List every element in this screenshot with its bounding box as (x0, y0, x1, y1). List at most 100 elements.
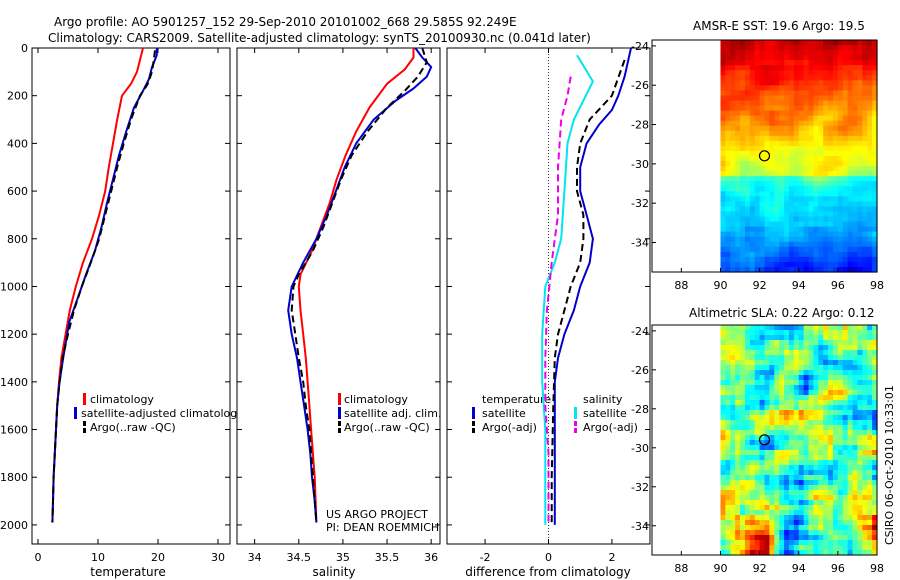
heatmap-cell (788, 405, 795, 411)
heatmap-cell (818, 465, 824, 471)
heatmap-cell (788, 90, 795, 97)
heatmap-cell (828, 261, 834, 268)
heatmap-cell (823, 221, 829, 228)
heatmap-cell (823, 251, 829, 258)
heatmap-cell (857, 55, 863, 61)
heatmap-cell (725, 105, 731, 112)
heatmap-cell (744, 500, 751, 506)
heatmap-cell (793, 115, 800, 122)
heatmap-cell (823, 261, 829, 268)
heatmap-cell (842, 256, 849, 263)
heatmap-cell (735, 211, 741, 218)
heatmap-cell (842, 420, 849, 426)
heatmap-cell (828, 440, 834, 446)
heatmap-cell (720, 80, 726, 86)
heatmap-cell (730, 465, 736, 471)
heatmap-cell (788, 545, 795, 551)
heatmap-cell (730, 85, 736, 92)
heatmap-cell (857, 120, 863, 127)
heatmap-cell (847, 191, 854, 197)
heatmap-cell (740, 525, 746, 531)
heatmap-cell (725, 470, 731, 476)
heatmap-cell (823, 226, 829, 233)
heatmap-cell (759, 191, 766, 197)
map-x-tick-label: 96 (831, 279, 845, 292)
heatmap-cell (872, 191, 878, 197)
legend-label-temp-satellite: satellite (482, 407, 526, 420)
heatmap-cell (847, 90, 854, 97)
heatmap-cell (837, 495, 844, 501)
y-tick-label: 1200 (0, 328, 28, 341)
heatmap-cell (774, 430, 780, 436)
x-tick-label: 0 (35, 551, 42, 564)
x-tick-label: 2 (608, 551, 615, 564)
heatmap-cell (730, 430, 736, 436)
heatmap-cell (867, 246, 873, 253)
heatmap-cell (813, 226, 819, 233)
heatmap-cell (808, 140, 815, 147)
heatmap-cell (740, 345, 746, 351)
heatmap-cell (872, 475, 878, 481)
heatmap-cell (808, 345, 815, 351)
heatmap-cell (862, 325, 868, 331)
heatmap-cell (725, 425, 731, 431)
heatmap-cell (720, 490, 726, 496)
heatmap-cell (769, 440, 775, 446)
heatmap-cell (823, 231, 829, 238)
heatmap-cell (818, 241, 824, 248)
heatmap-cell (764, 251, 770, 258)
heatmap-cell (832, 325, 839, 331)
heatmap-cell (842, 485, 849, 491)
heatmap-cell (779, 115, 785, 122)
heatmap-cell (803, 105, 810, 112)
heatmap-cell (803, 360, 810, 366)
heatmap-cell (832, 166, 839, 172)
heatmap-cell (749, 465, 756, 471)
heatmap-cell (823, 100, 829, 107)
heatmap-cell (837, 135, 844, 142)
heatmap-cell (852, 440, 859, 446)
heatmap-cell (803, 90, 810, 97)
heatmap-cell (744, 135, 751, 142)
heatmap-cell (720, 460, 726, 466)
heatmap-cell (818, 490, 824, 496)
heatmap-cell (867, 415, 873, 421)
heatmap-cell (862, 251, 868, 258)
x-tick-label: 10 (91, 551, 105, 564)
map-y-tick-label: -34 (631, 520, 649, 533)
heatmap-cell (725, 70, 731, 76)
heatmap-cell (847, 110, 854, 117)
heatmap-cell (818, 80, 824, 86)
heatmap-cell (730, 455, 736, 461)
heatmap-cell (847, 430, 854, 436)
heatmap-cell (764, 80, 770, 86)
heatmap-cell (803, 135, 810, 142)
heatmap-cell (872, 405, 878, 411)
heatmap-cell (744, 455, 751, 461)
heatmap-cell (764, 161, 770, 167)
heatmap-cell (867, 510, 873, 516)
heatmap-cell (872, 125, 878, 132)
heatmap-cell (808, 335, 815, 341)
heatmap-cell (823, 196, 829, 202)
heatmap-cell (793, 241, 800, 248)
heatmap-cell (842, 115, 849, 122)
heatmap-cell (740, 196, 746, 202)
heatmap-cell (720, 105, 726, 112)
heatmap-cell (740, 515, 746, 521)
heatmap-cell (749, 335, 756, 341)
y-tick-label: 1400 (0, 376, 28, 389)
heatmap-cell (744, 115, 751, 122)
heatmap-cell (857, 196, 863, 202)
map-y-tick-label: -32 (631, 481, 649, 494)
heatmap-cell (759, 490, 766, 496)
heatmap-cell (730, 525, 736, 531)
heatmap-cell (720, 340, 726, 346)
heatmap-cell (784, 465, 790, 471)
heatmap-cell (769, 485, 775, 491)
difference-xlabel: difference from climatology (465, 565, 631, 579)
heatmap-cell (808, 115, 815, 122)
heatmap-cell (793, 140, 800, 147)
heatmap-cell (779, 460, 785, 466)
heatmap-cell (740, 445, 746, 451)
